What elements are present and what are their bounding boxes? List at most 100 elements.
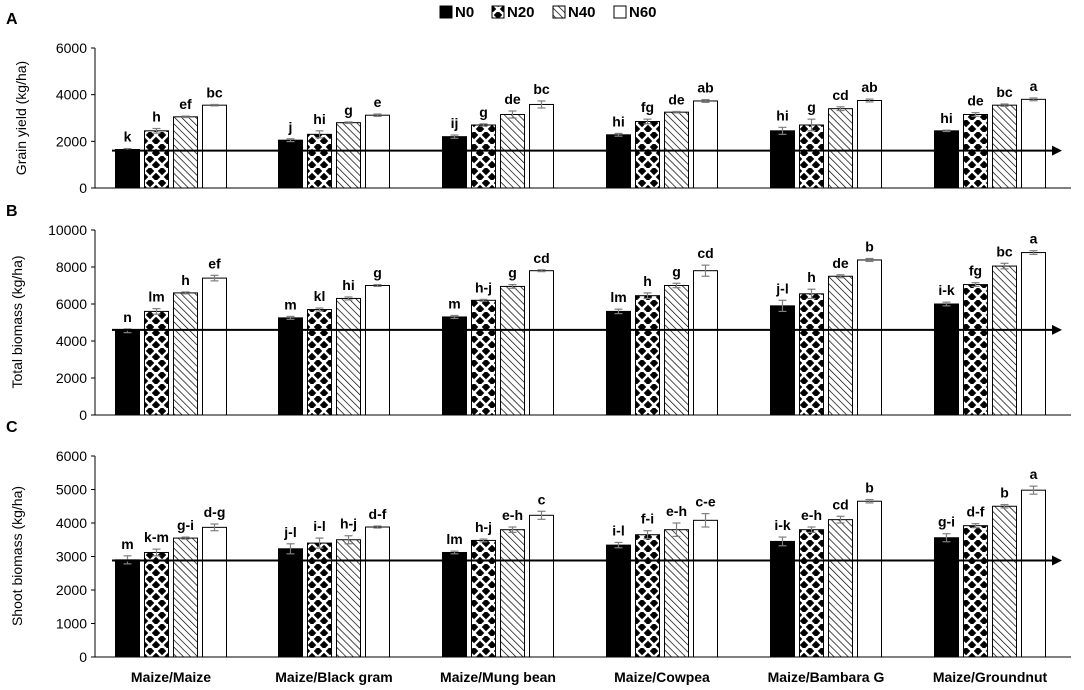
significance-letter: g xyxy=(672,263,681,279)
bar-n20 xyxy=(144,310,169,416)
bar-n60 xyxy=(1021,252,1046,416)
error-bar-n40 xyxy=(672,282,681,289)
bar-n60 xyxy=(202,277,227,416)
y-tick-label: 10000 xyxy=(48,222,87,238)
bar-n40 xyxy=(664,529,689,658)
bar-n20 xyxy=(799,293,824,416)
bar-n20 xyxy=(471,299,496,416)
error-bar-n0 xyxy=(286,315,295,320)
panel-total-biomass: B Total biomass (kg/ha) 0 2000 4000 6000 800… xyxy=(6,203,1071,423)
error-bar-n20 xyxy=(479,123,488,127)
significance-letter: b xyxy=(1000,485,1009,501)
error-bar-n40 xyxy=(344,296,353,301)
significance-letter: cd xyxy=(832,87,848,103)
significance-letter: bc xyxy=(533,81,550,97)
y-tick-label: 6000 xyxy=(56,448,87,464)
error-bar-n0 xyxy=(450,134,459,139)
bar-n40 xyxy=(992,265,1017,416)
bar-n60 xyxy=(529,103,554,189)
error-bar-n60 xyxy=(865,498,874,504)
significance-letter: g xyxy=(373,265,382,281)
bar-n20 xyxy=(144,551,169,658)
error-bar-n60 xyxy=(373,113,382,117)
error-bar-n20 xyxy=(152,548,161,557)
significance-letter: cd xyxy=(697,245,713,261)
significance-letter: de xyxy=(832,255,849,271)
y-axis-title-grain-yield: Grain yield (kg/ha) xyxy=(13,61,29,175)
significance-letter: k xyxy=(124,129,132,145)
significance-letter: h xyxy=(181,272,190,288)
significance-letter: k-m xyxy=(144,529,169,545)
bar-n60 xyxy=(365,285,390,416)
significance-letter: hi xyxy=(776,107,788,123)
bar-n40 xyxy=(336,539,361,658)
error-bar-n0 xyxy=(614,541,623,549)
y-tick-label: 5000 xyxy=(56,482,87,498)
error-bar-n40 xyxy=(1000,503,1009,509)
error-bar-n0 xyxy=(778,126,787,135)
error-bar-n40 xyxy=(181,115,190,119)
bar-n20 xyxy=(635,534,660,658)
bar-n20 xyxy=(471,539,496,658)
significance-letter: de xyxy=(967,93,984,109)
panel-label-c: C xyxy=(6,419,18,436)
category-label: Maize/Bambara G xyxy=(768,669,885,685)
error-bar-n60 xyxy=(701,98,710,103)
error-bar-n20 xyxy=(971,523,980,529)
error-bar-n40 xyxy=(672,522,681,538)
bar-n0 xyxy=(934,537,959,658)
error-bar-n40 xyxy=(1000,262,1009,270)
significance-letter: hi xyxy=(612,113,624,129)
bar-n60 xyxy=(857,500,882,658)
bar-n0 xyxy=(934,303,959,416)
category-label: Maize/Cowpea xyxy=(614,669,710,685)
error-bar-n40 xyxy=(344,535,353,545)
error-bar-n20 xyxy=(315,307,324,312)
error-bar-n60 xyxy=(865,257,874,263)
legend: N0 N20 N40 N60 xyxy=(439,4,657,21)
significance-letter: c xyxy=(538,491,546,507)
bar-n60 xyxy=(1021,489,1046,658)
bar-n40 xyxy=(828,108,853,189)
bar-n0 xyxy=(606,134,631,189)
bar-n40 xyxy=(173,537,198,658)
significance-letter: j xyxy=(288,119,293,135)
y-tick-label: 2000 xyxy=(56,370,87,386)
significance-letter: i-k xyxy=(938,282,955,298)
bar-n40 xyxy=(336,297,361,416)
bar-n0 xyxy=(606,544,631,658)
bar-n0 xyxy=(278,317,303,416)
significance-letter: hi xyxy=(940,110,952,126)
bar-n20 xyxy=(799,124,824,189)
significance-letter: hi xyxy=(313,111,325,127)
bar-n20 xyxy=(963,284,988,416)
significance-letter: bc xyxy=(996,84,1013,100)
x-axis-categories: Maize/Maize Maize/Black gram Maize/Mung … xyxy=(131,669,1048,685)
y-tick-label: 3000 xyxy=(56,549,87,565)
y-tick-label: 4000 xyxy=(56,87,87,103)
bar-n40 xyxy=(828,519,853,658)
y-axis-title-total-biomass: Total biomass (kg/ha) xyxy=(9,255,25,388)
error-bar-n60 xyxy=(865,98,874,103)
error-bar-n40 xyxy=(508,110,517,119)
bar-n20 xyxy=(307,309,332,416)
bar-n0 xyxy=(442,316,467,416)
bar-n0 xyxy=(770,305,795,416)
bar-n60 xyxy=(202,526,227,658)
bar-n40 xyxy=(173,116,198,189)
bar-n20 xyxy=(799,529,824,658)
bar-n0 xyxy=(442,136,467,189)
significance-letter: a xyxy=(1030,78,1038,94)
significance-letter: ab xyxy=(861,79,877,95)
bar-n40 xyxy=(664,285,689,416)
bar-n0 xyxy=(115,559,140,658)
bar-n60 xyxy=(693,100,718,189)
error-bar-n0 xyxy=(286,138,295,143)
error-bar-n60 xyxy=(210,523,219,532)
significance-letter: d-g xyxy=(204,504,226,520)
significance-letter: d-f xyxy=(369,506,387,522)
error-bar-n20 xyxy=(971,282,980,288)
significance-letter: m xyxy=(284,296,296,312)
error-bar-n20 xyxy=(315,537,324,549)
